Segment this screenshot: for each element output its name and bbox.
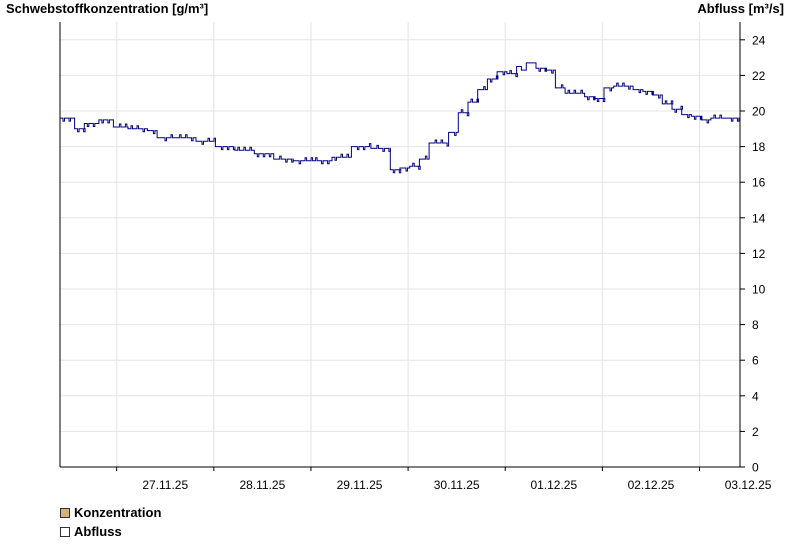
y-tick-label: 20 xyxy=(752,105,766,119)
series-line-abfluss xyxy=(60,62,740,174)
y-tick-label: 24 xyxy=(752,33,766,47)
y-tick-label: 10 xyxy=(752,283,766,297)
y-tick-label: 12 xyxy=(752,247,766,261)
y-tick-label: 22 xyxy=(752,69,766,83)
x-tick-label: 30.11.25 xyxy=(434,478,480,492)
axes xyxy=(59,22,745,471)
legend-swatch-konzentration xyxy=(60,507,70,518)
y-tick-label: 4 xyxy=(752,389,759,403)
legend-label-abfluss: Abfluss xyxy=(74,524,122,539)
legend-swatch-abfluss xyxy=(60,526,70,537)
x-tick-label: 28.11.25 xyxy=(239,478,285,492)
x-tick-label: 27.11.25 xyxy=(142,478,188,492)
y-tick-label: 0 xyxy=(752,461,759,475)
x-tick-label: 29.11.25 xyxy=(337,478,383,492)
y-tick-label: 16 xyxy=(752,176,766,190)
series-layer xyxy=(60,62,740,174)
y-tick-label: 18 xyxy=(752,140,766,154)
y-tick-label: 2 xyxy=(752,425,759,439)
grid xyxy=(60,22,740,467)
x-tick-label: 03.12.25 xyxy=(725,478,772,492)
legend-item-konzentration: Konzentration xyxy=(60,505,161,520)
legend-label-konzentration: Konzentration xyxy=(74,505,162,520)
x-tick-label: 01.12.25 xyxy=(530,478,577,492)
x-tick-label: 02.12.25 xyxy=(628,478,675,492)
y-tick-label: 14 xyxy=(752,211,766,225)
right-axis-title: Abfluss [m³/s] xyxy=(697,1,784,16)
legend-item-abfluss: Abfluss xyxy=(60,524,122,539)
y-tick-label: 8 xyxy=(752,318,759,332)
y-tick-label: 6 xyxy=(752,354,759,368)
left-axis-title: Schwebstoffkonzentration [g/m³] xyxy=(6,1,209,16)
